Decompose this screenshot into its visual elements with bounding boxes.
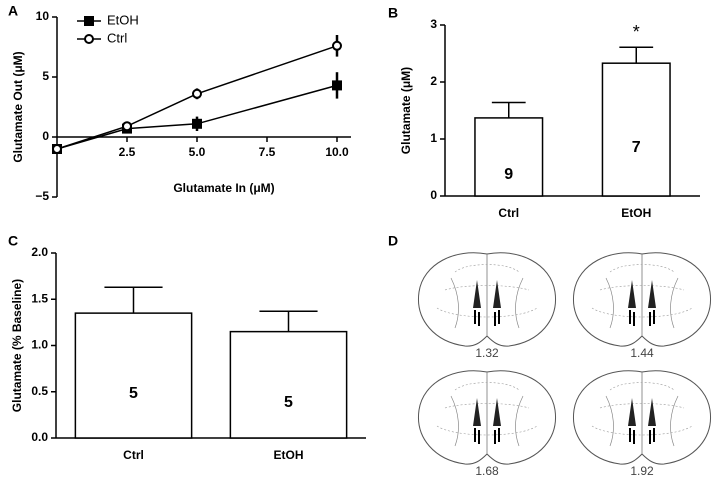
panel-letter: D: [388, 233, 398, 249]
y-tick-label: 0.0: [31, 430, 48, 444]
panel-letter: B: [388, 5, 398, 21]
brain-section: [572, 369, 712, 466]
series-line: [56, 45, 338, 150]
legend-label: EtOH: [107, 12, 139, 27]
section-label: 1.32: [475, 346, 499, 360]
x-tick-label: 7.5: [259, 145, 276, 159]
bar-label: 5: [129, 385, 138, 402]
annotation: *: [633, 22, 640, 42]
x-tick-label: 5.0: [189, 145, 206, 159]
section-label: 1.44: [630, 346, 654, 360]
x-tick-label: 10.0: [325, 145, 349, 159]
x-tick-label: EtOH: [274, 448, 304, 462]
bar: [474, 117, 544, 197]
y-tick-label: 0: [430, 188, 437, 202]
marker: [192, 88, 202, 99]
series-line: [56, 84, 338, 150]
y-tick-label: 0.5: [31, 384, 48, 398]
x-tick-label: EtOH: [621, 206, 651, 220]
y-tick-label: 1.5: [31, 291, 48, 305]
marker: [52, 144, 62, 154]
x-tick-label: Ctrl: [123, 448, 144, 462]
panel-letter: C: [8, 233, 18, 249]
y-axis-label: Glutamate Out (μM): [11, 51, 25, 162]
bar-label: 5: [284, 394, 293, 411]
panel-letter: A: [8, 3, 18, 19]
bar: [229, 330, 348, 439]
y-tick-label: 2.0: [31, 245, 48, 259]
y-tick-label: 1: [430, 131, 437, 145]
marker: [122, 121, 132, 132]
brain-section: [417, 369, 557, 466]
brain-section: [572, 251, 712, 348]
marker: [332, 40, 342, 51]
bar-label: 9: [504, 166, 513, 183]
brain-section: [417, 251, 557, 348]
legend-label: Ctrl: [107, 30, 127, 45]
y-tick-label: 1.0: [31, 338, 48, 352]
bar-label: 7: [632, 139, 641, 156]
section-label: 1.92: [630, 464, 654, 478]
y-tick-label: 10: [36, 9, 50, 23]
y-axis-label: Glutamate (μM): [399, 67, 413, 154]
y-tick-label: 5: [42, 69, 49, 83]
legend-marker: [84, 16, 94, 26]
y-axis-label: Glutamate (% Baseline): [10, 279, 24, 412]
x-axis-label: Glutamate In (μM): [173, 181, 274, 195]
bar: [601, 62, 671, 197]
x-tick-label: Ctrl: [498, 206, 519, 220]
y-tick-label: −5: [35, 189, 49, 203]
y-tick-label: 3: [430, 17, 437, 31]
x-tick-label: 2.5: [119, 145, 136, 159]
y-tick-label: 2: [430, 74, 437, 88]
section-label: 1.68: [475, 464, 499, 478]
marker: [332, 80, 342, 91]
y-tick-label: 0: [42, 129, 49, 143]
marker: [192, 118, 202, 129]
bar: [74, 312, 193, 439]
legend-marker: [84, 34, 94, 44]
